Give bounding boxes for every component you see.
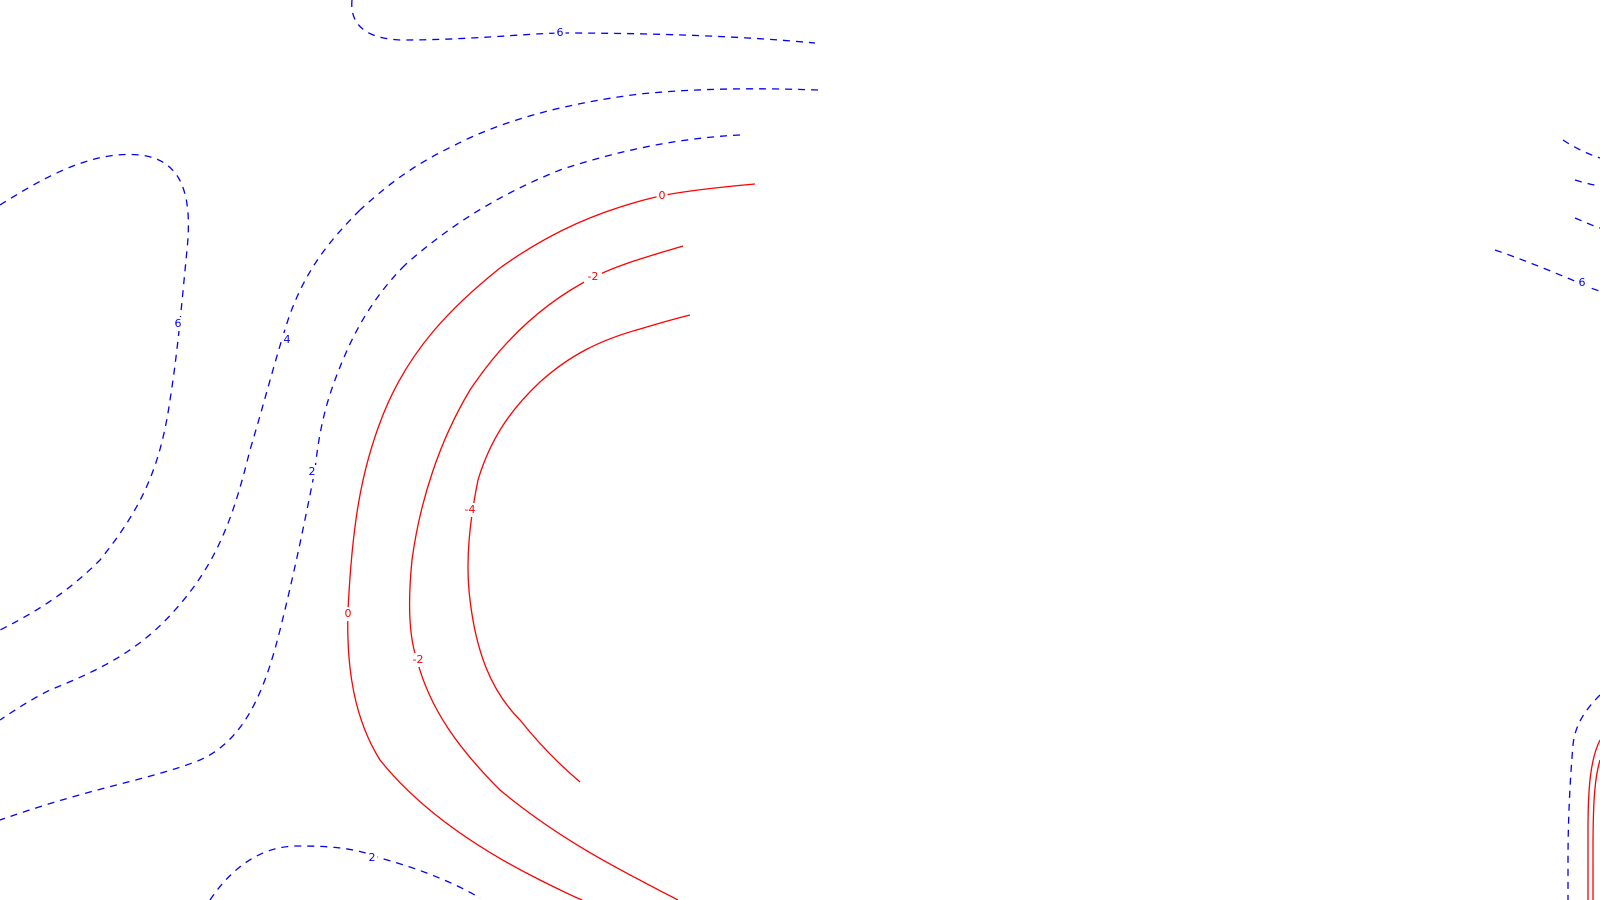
contour-line-pos-right-4 <box>1574 217 1600 229</box>
contour-label-bg <box>1576 276 1588 290</box>
contour-label-neg-0: 0 <box>659 189 666 202</box>
contour-label-bg <box>342 607 354 621</box>
contour-label-pos-6-left: 6 <box>175 317 182 330</box>
contour-label-bg <box>409 653 427 667</box>
contour-label-bg <box>554 26 566 40</box>
contour-label-pos-4-left: 4 <box>284 333 291 346</box>
contour-line-neg-4 <box>467 314 691 783</box>
contour-label-pos-2-bottom: 2 <box>369 851 376 864</box>
contour-label-bg <box>172 317 184 331</box>
contour-label-neg-4: -4 <box>465 503 476 516</box>
contour-line-pos-2-left <box>0 264 406 821</box>
contour-line-pos-right-3 <box>1574 179 1600 187</box>
contour-label-pos-2-left: 2 <box>309 465 316 478</box>
contour-label-bg <box>281 333 293 347</box>
contour-line-pos-2-bottom <box>209 845 481 900</box>
contour-line-pos-right-2 <box>1562 139 1600 159</box>
contour-label-bg <box>656 189 668 203</box>
contour-label-neg-2: -2 <box>413 653 424 666</box>
contour-line-neg-right-bottom <box>1587 739 1600 900</box>
contour-line-pos-6-top <box>351 0 816 44</box>
contour-label-neg-2: -2 <box>588 270 599 283</box>
contour-line-pos-4-top <box>359 88 819 211</box>
contour-label-pos-6-top: 6 <box>557 26 564 39</box>
contour-line-pos-6-left <box>0 153 190 631</box>
contour-label-bg <box>366 851 378 865</box>
contour-labels-layer: 6 6 4 2 2 0 0 -2 -2 -4 6 <box>172 26 1588 865</box>
contour-label-bg <box>461 503 479 517</box>
contour-label-bg <box>584 270 602 284</box>
contour-line-neg-2 <box>408 245 684 900</box>
contour-line-neg-0 <box>347 183 756 900</box>
contour-label-bg <box>306 465 318 479</box>
contour-line-pos-4-left <box>0 209 361 721</box>
contour-line-pos-right-bottom <box>1567 694 1600 900</box>
contour-label-neg-0: 0 <box>345 607 352 620</box>
contour-label-pos-right-1: 6 <box>1579 276 1586 289</box>
contour-line-pos-2-top <box>404 134 741 266</box>
